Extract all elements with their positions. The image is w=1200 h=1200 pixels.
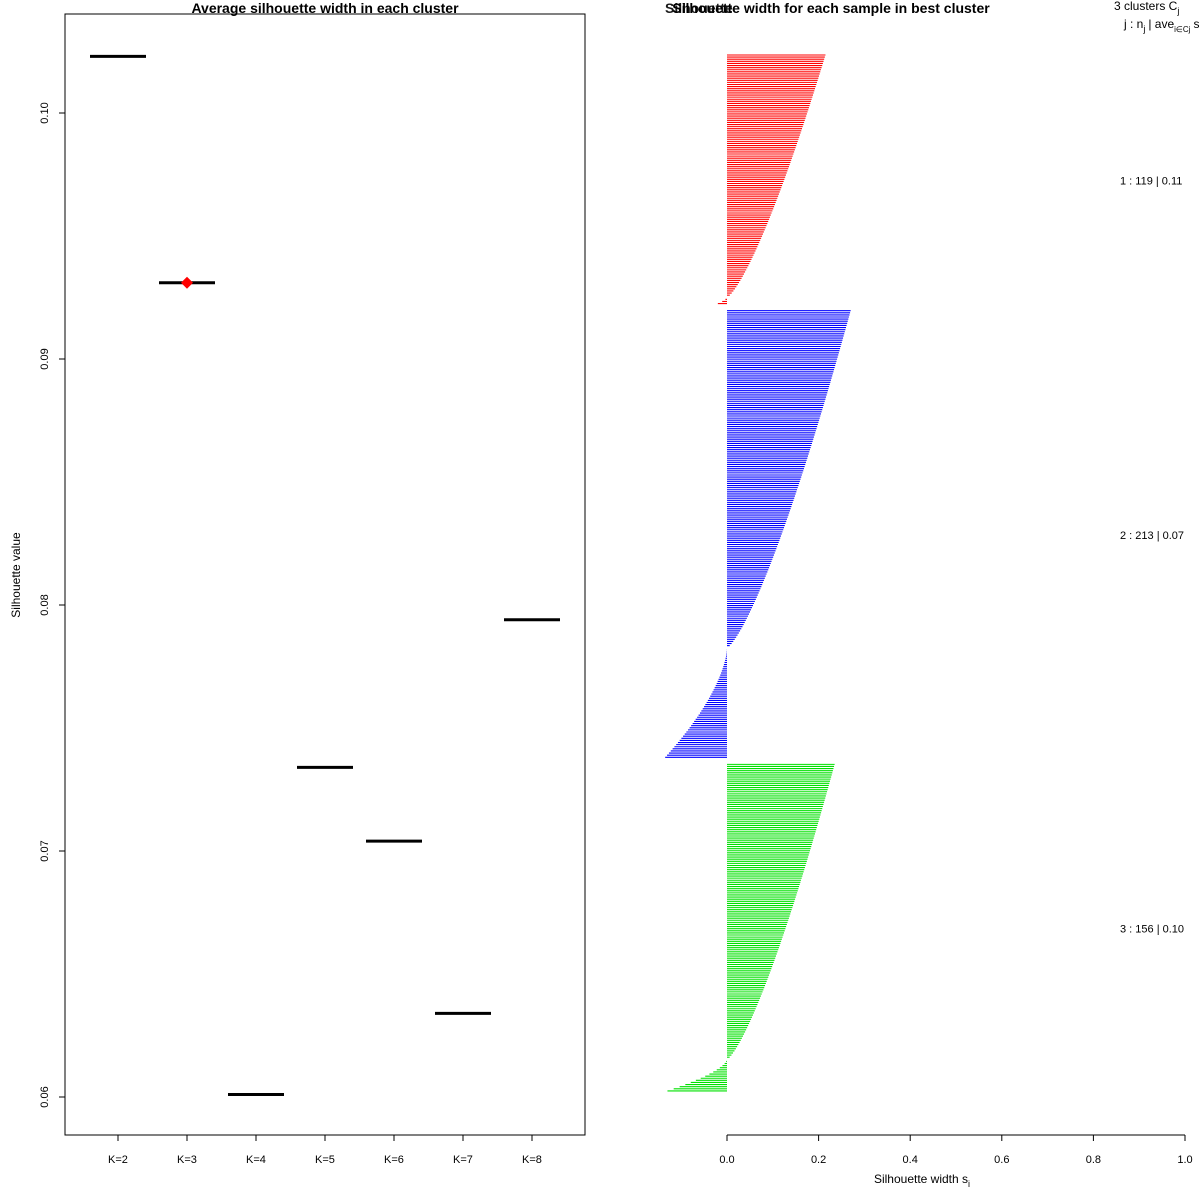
right-bars [665, 54, 851, 1092]
right-x-axis-label: Silhouette width si [874, 1172, 970, 1189]
left-x-tick-label: K=3 [177, 1154, 197, 1166]
left-x-tick-label: K=7 [453, 1154, 473, 1166]
left-x-axis: K=2 K=3 K=4 K=5 K=6 K=7 K=8 [108, 1135, 542, 1166]
legend-header-line1: 3 clusters Cj [1114, 0, 1179, 16]
cluster-label: 2 : 213 | 0.07 [1120, 530, 1184, 542]
right-x-tick-label: 1.0 [1177, 1154, 1192, 1166]
right-x-axis-label-sub: i [968, 1179, 970, 1189]
right-overlap-title: Silhouette [665, 0, 733, 16]
legend-header-line2-main: j : n [1123, 17, 1143, 31]
left-x-tick-label: K=2 [108, 1154, 128, 1166]
legend-header-line2: j : nj | avei∈Cj s [1123, 17, 1199, 34]
right-x-tick-label: 0.8 [1086, 1154, 1101, 1166]
left-y-tick-label: 0.08 [39, 594, 51, 615]
legend-header-line1-sub: j [1176, 6, 1179, 16]
right-x-axis-label-main: Silhouette width s [874, 1172, 968, 1186]
legend-header-line2-end: s [1193, 17, 1199, 31]
right-x-tick-label: 0.0 [719, 1154, 734, 1166]
cluster-label: 1 : 119 | 0.11 [1120, 175, 1182, 187]
right-x-axis: 0.0 0.2 0.4 0.6 0.8 1.0 [719, 1134, 1193, 1166]
left-chart-title: Average silhouette width in each cluster [191, 0, 459, 16]
right-chart-title: Silhouette width for each sample in best… [672, 0, 990, 16]
legend-header-line2-sub2: i∈Cj [1174, 25, 1191, 34]
right-cluster-labels: 1 : 119 | 0.11 2 : 213 | 0.07 3 : 156 | 0.… [1120, 175, 1184, 935]
left-y-axis-label: Silhouette value [9, 532, 23, 618]
left-y-tick-label: 0.07 [39, 840, 51, 861]
left-y-axis: 0.06 0.07 0.08 0.09 0.10 [39, 102, 65, 1108]
legend-header-line1-main: 3 clusters C [1114, 0, 1178, 13]
legend-header-line2-sub: j [1142, 24, 1145, 34]
left-x-tick-label: K=5 [315, 1154, 335, 1166]
cluster-label: 3 : 156 | 0.10 [1120, 924, 1184, 936]
left-y-tick-label: 0.10 [39, 102, 51, 123]
left-x-tick-label: K=4 [246, 1154, 266, 1166]
right-x-tick-label: 0.4 [903, 1154, 918, 1166]
left-y-tick-label: 0.06 [39, 1086, 51, 1107]
left-y-tick-label: 0.09 [39, 348, 51, 369]
right-x-tick-label: 0.6 [994, 1154, 1009, 1166]
right-panel: Silhouette width for each sample in best… [665, 0, 1199, 1189]
legend-header-line2-tail: | ave [1148, 17, 1174, 31]
left-x-tick-label: K=6 [384, 1154, 404, 1166]
left-plot-frame [64, 13, 586, 1136]
left-x-tick-label: K=8 [522, 1154, 542, 1166]
best-k-marker [181, 276, 193, 289]
right-x-tick-label: 0.2 [811, 1154, 826, 1166]
left-marks [90, 54, 560, 1097]
left-panel: Average silhouette width in each cluster… [9, 0, 586, 1166]
